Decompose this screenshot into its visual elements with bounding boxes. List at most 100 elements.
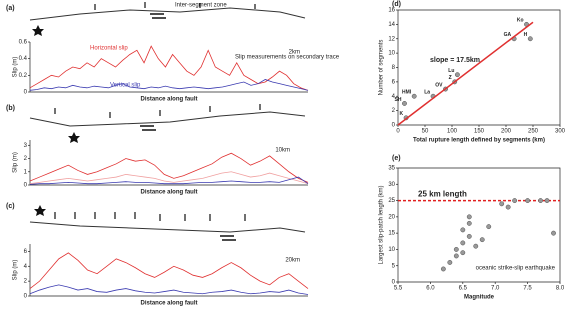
series-line xyxy=(397,21,534,126)
y-tick-label: 6 xyxy=(24,249,28,255)
fault-trace-c xyxy=(29,205,306,241)
x-tick-label: 6.5 xyxy=(459,286,468,292)
annotation: 20km xyxy=(285,258,300,264)
y-tick-label: 4 xyxy=(392,94,396,100)
x-tick-label: 50 xyxy=(422,129,429,135)
point-label: Lu xyxy=(448,68,454,74)
y-axis-label: Slip (m) xyxy=(13,57,19,78)
reference-label: 25 km length xyxy=(418,190,467,199)
series-line xyxy=(29,171,309,185)
point xyxy=(527,36,533,42)
y-tick-label: 2 xyxy=(24,279,28,285)
y-tick-label: 0 xyxy=(392,280,396,286)
point xyxy=(440,266,446,272)
y-tick-label: 8 xyxy=(392,65,396,71)
x-tick-label: 8.0 xyxy=(556,286,565,292)
point xyxy=(460,227,466,233)
point xyxy=(512,198,518,203)
point xyxy=(466,220,472,226)
x-tick-label: 7.0 xyxy=(491,286,500,292)
series-line xyxy=(29,252,309,289)
y-tick-label: 20 xyxy=(388,214,395,220)
x-axis-label: Total rupture length defined by segments… xyxy=(413,138,545,144)
point xyxy=(486,224,492,230)
point-label: SH xyxy=(395,97,402,103)
annotation: Inter-segment zone xyxy=(175,3,227,9)
x-tick-label: 100 xyxy=(447,129,458,135)
x-axis-label: Magnitude xyxy=(464,295,495,301)
panel-label: (d) xyxy=(392,1,401,8)
series-line xyxy=(29,284,309,295)
x-tick-label: 200 xyxy=(501,129,512,135)
y-tick-label: 0 xyxy=(392,123,396,129)
annotation: 2km xyxy=(289,50,300,56)
y-axis-label: Slip (m) xyxy=(13,260,19,281)
x-tick-label: 150 xyxy=(474,129,485,135)
x-axis-label: Distance along fault xyxy=(140,190,197,196)
y-tick-label: 0 xyxy=(24,90,28,96)
series-line xyxy=(29,79,309,91)
panel-label: (b) xyxy=(6,105,15,112)
x-axis-label: Distance along fault xyxy=(140,97,197,103)
x-tick-label: 6.0 xyxy=(426,286,435,292)
y-tick-label: 14 xyxy=(388,22,395,28)
point xyxy=(447,260,453,265)
y-tick-label: 30 xyxy=(388,182,395,188)
axis-frame xyxy=(397,9,561,126)
y-tick-label: 0 xyxy=(24,294,28,300)
point xyxy=(538,198,543,203)
point xyxy=(473,243,479,249)
y-tick-label: 0.4 xyxy=(19,56,28,62)
point xyxy=(479,237,485,243)
point xyxy=(454,72,460,78)
panel-label: (c) xyxy=(6,203,15,210)
x-tick-label: 300 xyxy=(555,129,566,135)
y-tick-label: 12 xyxy=(388,36,395,42)
y-tick-label: 3 xyxy=(24,143,28,149)
x-tick-label: 250 xyxy=(528,129,539,135)
point-label: HMI xyxy=(402,90,412,96)
y-tick-label: 15 xyxy=(388,231,395,237)
y-axis-label: Largest slip-patch length (km) xyxy=(379,185,385,264)
series-label: Vertical slip xyxy=(110,83,141,89)
y-tick-label: 2 xyxy=(24,156,28,162)
y-tick-label: 5 xyxy=(392,263,396,269)
point xyxy=(551,230,556,236)
point xyxy=(453,247,459,252)
point xyxy=(453,253,459,259)
y-tick-label: 6 xyxy=(392,79,396,85)
point-label: Ko xyxy=(517,18,524,24)
x-tick-label: 0 xyxy=(396,129,400,135)
series-line xyxy=(29,176,309,185)
point xyxy=(460,250,466,256)
point-label: La xyxy=(424,90,430,96)
y-tick-label: 4 xyxy=(24,264,28,270)
panel-label: (e) xyxy=(392,155,401,162)
point xyxy=(460,240,466,246)
series-label: Horizontal slip xyxy=(90,46,128,52)
point xyxy=(466,233,472,239)
fault-trace-a xyxy=(29,2,306,36)
point xyxy=(411,93,417,99)
point xyxy=(525,198,530,203)
y-axis-label: Number of segments xyxy=(379,40,385,96)
axis-frame xyxy=(29,42,308,93)
point xyxy=(544,198,550,203)
point-label: OV xyxy=(435,82,443,88)
point xyxy=(499,201,505,207)
point-label: GA xyxy=(504,32,512,38)
point xyxy=(402,101,407,106)
series-line xyxy=(29,152,309,183)
y-tick-label: 16 xyxy=(388,8,395,14)
point xyxy=(466,214,472,220)
panel-label: (a) xyxy=(6,5,15,12)
annotation: slope = 17.5km xyxy=(430,57,480,64)
axis-frame xyxy=(29,140,308,186)
y-tick-label: 0.2 xyxy=(19,73,28,79)
y-tick-label: 1 xyxy=(24,169,28,175)
y-tick-label: 0.6 xyxy=(19,40,28,46)
y-tick-label: 0 xyxy=(24,183,28,189)
annotation: Slip measurements on secondary trace xyxy=(235,55,340,61)
y-tick-label: 10 xyxy=(388,51,395,57)
